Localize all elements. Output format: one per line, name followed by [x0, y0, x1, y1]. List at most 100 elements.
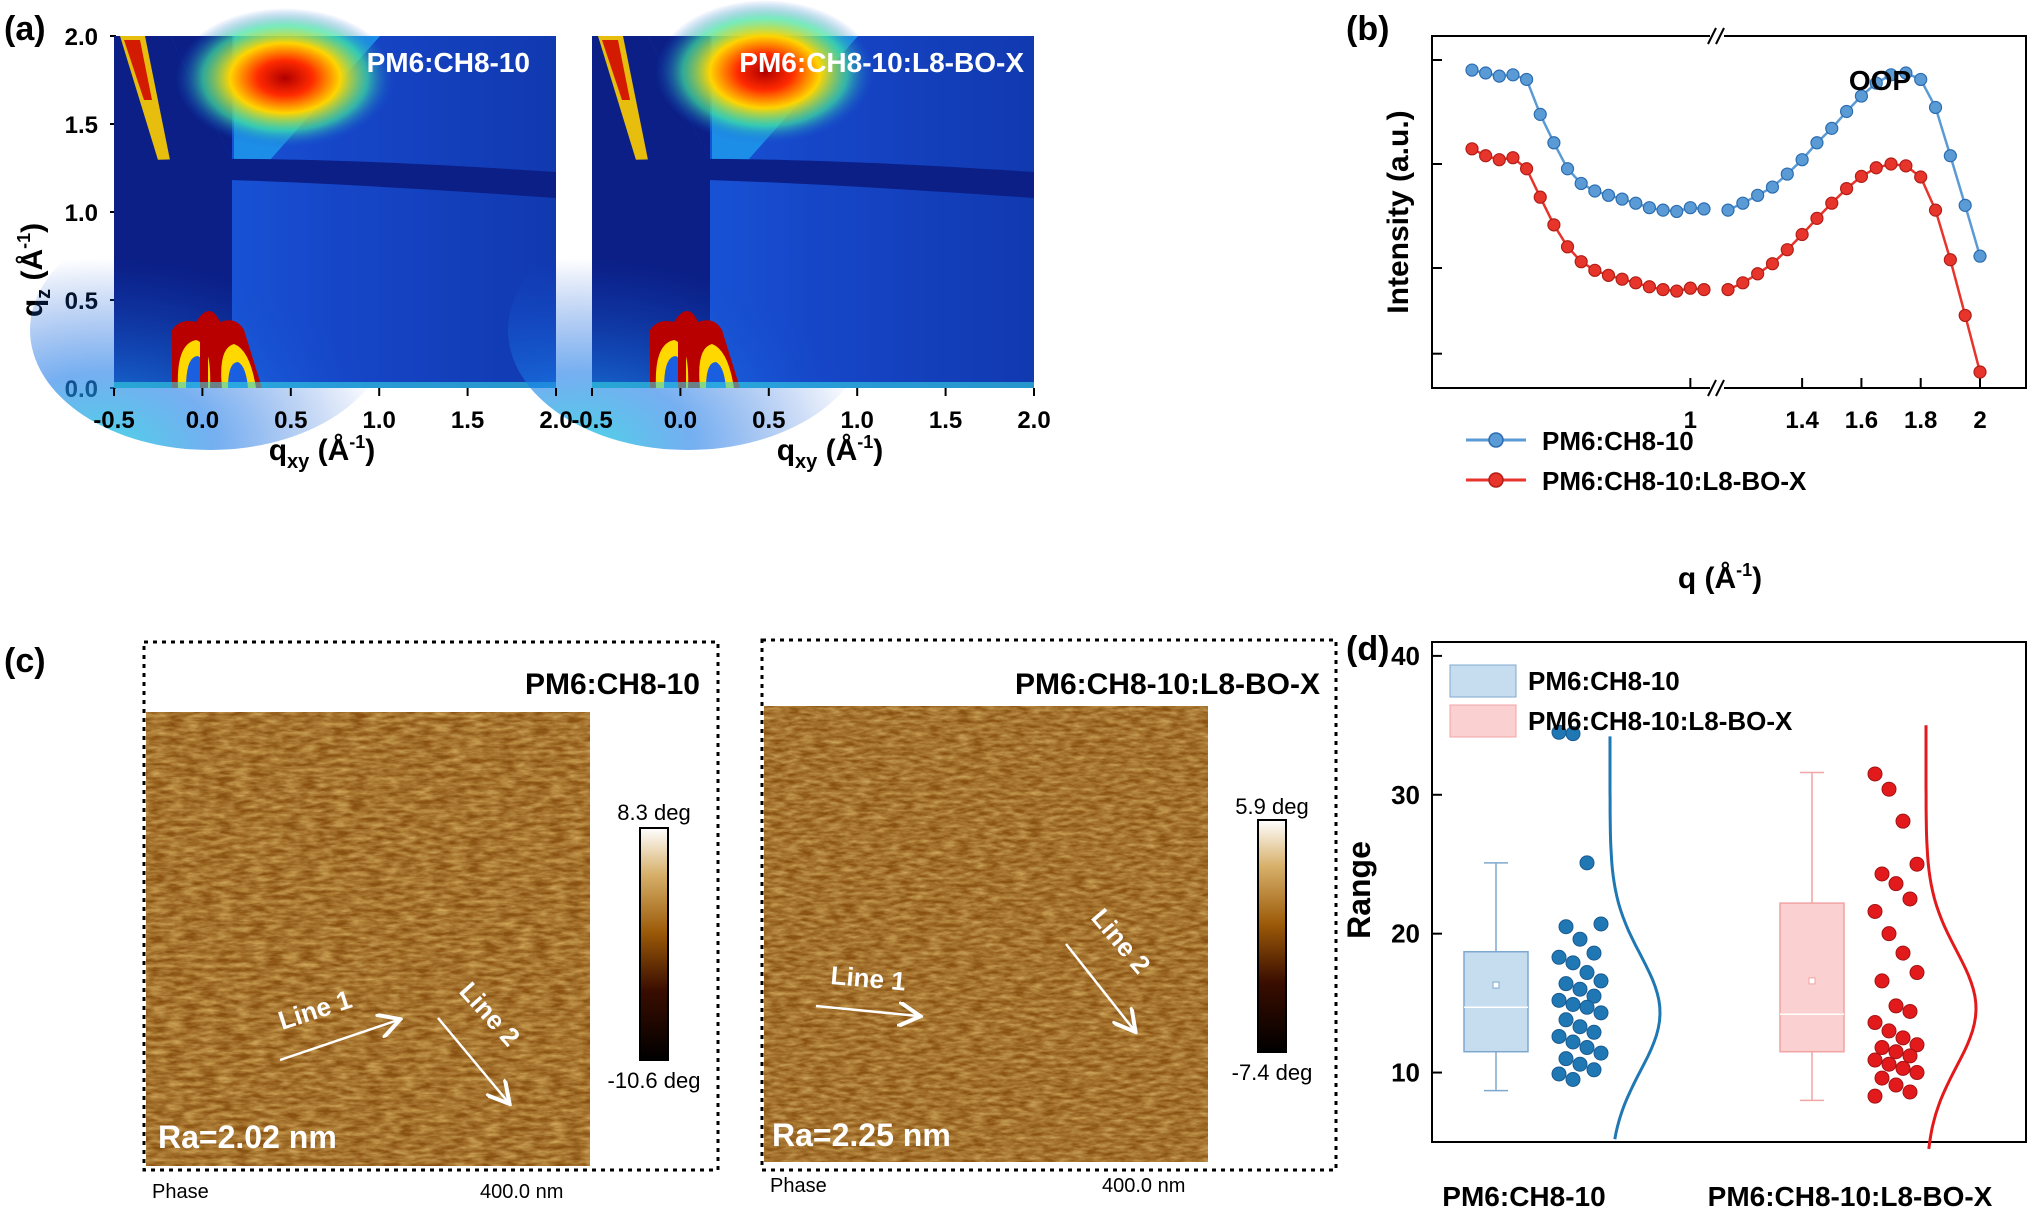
panel-b-series — [1465, 63, 1987, 379]
box-data-point — [1902, 1048, 1918, 1064]
box-data-point — [1881, 1056, 1897, 1072]
box-data-point — [1586, 1024, 1602, 1040]
series-point-1 — [1560, 162, 1575, 176]
series-point-2 — [1839, 182, 1854, 196]
box-data-point — [1586, 945, 1602, 961]
series-point-1 — [1721, 203, 1735, 217]
series-line-2 — [1727, 162, 1982, 373]
panel-a-x-tick-label: 0.0 — [664, 407, 697, 434]
afm-colorbar-2 — [1257, 819, 1287, 1053]
panel-b-annotation-oop: OOP — [1849, 65, 1911, 96]
series-point-2 — [1958, 308, 1972, 323]
series-point-2 — [1533, 190, 1547, 204]
series-point-1 — [1629, 196, 1643, 210]
box-mean — [1808, 977, 1816, 985]
series-point-1 — [1795, 153, 1809, 167]
panel-d-y-tick-label: 40 — [1391, 641, 1420, 671]
panel-a-x-tick-label: 0.5 — [752, 407, 785, 434]
giwaxs-image-pm6-ch8-10-l8-bo-x: PM6:CH8-10:L8-BO-X — [508, 0, 1034, 450]
panel-b-x-ticks: 1 1.4 1.6 1.8 2 — [1684, 378, 1987, 434]
series-point-2 — [1656, 282, 1670, 297]
afm-image-1 — [146, 712, 590, 1166]
series-point-2 — [1928, 203, 1943, 217]
axis-break — [1707, 27, 1725, 397]
box-data-point — [1572, 1019, 1588, 1035]
box-data-point — [1565, 997, 1581, 1012]
series-point-1 — [1810, 136, 1824, 150]
afm-ra-1: Ra=2.02 nm — [158, 1119, 337, 1155]
series-point-1 — [1519, 72, 1534, 87]
panel-d-boxplot: (d) 10 20 30 40 Range PM6:CH8-10 PM6:CH8-10… — [1341, 630, 2027, 1212]
giwaxs-image-pm6-ch8-10: PM6:CH8-10 — [30, 8, 556, 450]
box-data-point — [1593, 1045, 1609, 1061]
panel-b-x-tick-label: 1.8 — [1904, 407, 1937, 434]
box-data-point — [1888, 1044, 1904, 1060]
afm-title-2: PM6:CH8-10:L8-BO-X — [1015, 668, 1320, 701]
series-point-2 — [1780, 243, 1794, 257]
box-data-point — [1881, 926, 1897, 942]
panel-d-label: (d) — [1346, 630, 1389, 668]
box-data-point — [1551, 949, 1567, 965]
box-data-point — [1874, 1040, 1890, 1056]
panel-a-x-tick-label: 1.5 — [929, 407, 962, 434]
series-point-2 — [1574, 255, 1588, 269]
box-data-point — [1909, 856, 1925, 872]
panel-a-x-tick-label: 2.0 — [539, 407, 572, 434]
afm-image-2 — [764, 706, 1208, 1162]
box-data-point — [1867, 1088, 1883, 1104]
series-point-1 — [1601, 188, 1616, 202]
box-data-point — [1558, 976, 1574, 992]
box-data-point — [1551, 1028, 1567, 1044]
series-point-1 — [1683, 201, 1697, 215]
panel-a-x-tick-label: 0.0 — [186, 407, 219, 434]
series-point-1 — [1884, 68, 1898, 82]
box-data-point — [1565, 955, 1581, 971]
box-data-point — [1579, 855, 1595, 871]
panel-b-y-ticks — [1432, 59, 1442, 355]
box-data-point — [1895, 1060, 1911, 1076]
legend-b-1: PM6:CH8-10 — [1542, 426, 1694, 456]
box-data-point — [1593, 973, 1609, 989]
panel-d-category-2: PM6:CH8-10:L8-BO-X — [1708, 1181, 1993, 1212]
box-data-point — [1558, 919, 1574, 935]
box-data-point — [1902, 1003, 1918, 1019]
afm-cbar-min-1: -10.6 deg — [608, 1068, 701, 1093]
box-data-point — [1579, 965, 1595, 981]
box-data-point — [1895, 813, 1911, 829]
panel-b-x-tick-label: 2 — [1973, 407, 1986, 434]
panel-d-y-tick-label: 10 — [1391, 1058, 1420, 1088]
series-point-2 — [1869, 161, 1883, 175]
afm-title-1: PM6:CH8-10 — [525, 668, 700, 701]
panel-a-x-tick-label: 1.0 — [841, 407, 874, 434]
series-point-2 — [1721, 282, 1735, 297]
series-point-2 — [1899, 159, 1913, 173]
panel-a-x-ticks-2: -0.5 0.0 0.5 1.0 1.5 2.0 — [571, 388, 1051, 434]
panel-a-y-tick-label: 1.0 — [65, 200, 98, 227]
series-point-1 — [1642, 201, 1657, 215]
series-point-1 — [1943, 149, 1957, 163]
legend-b-2: PM6:CH8-10:L8-BO-X — [1542, 466, 1807, 496]
box-data-point — [1909, 965, 1925, 981]
panel-b-x-tick-label: 1.4 — [1785, 407, 1819, 434]
panel-a-xlabel-1: qxy (Å-1) — [269, 432, 376, 473]
panel-a-x-tick-label: 0.5 — [274, 407, 307, 434]
series-point-2 — [1547, 218, 1561, 232]
series-point-2 — [1825, 196, 1839, 210]
box-data-point — [1881, 781, 1897, 797]
series-point-2 — [1642, 280, 1657, 294]
series-point-2 — [1506, 151, 1520, 165]
series-point-1 — [1479, 66, 1493, 80]
box-data-point — [1867, 1015, 1883, 1031]
box-data-point — [1551, 992, 1567, 1008]
legend-d-1: PM6:CH8-10 — [1528, 666, 1680, 696]
panel-a-x-tick-label: 1.5 — [451, 407, 484, 434]
afm-arrow-line-2b — [1065, 943, 1134, 1030]
series-point-1 — [1899, 66, 1913, 80]
series-point-2 — [1854, 169, 1869, 183]
panel-b-legend: PM6:CH8-10 PM6:CH8-10:L8-BO-X — [1466, 426, 1807, 496]
box-data-point — [1593, 1005, 1609, 1021]
box-data-point — [1867, 1052, 1883, 1068]
afm-phase-1: Phase — [152, 1181, 209, 1203]
series-point-1 — [1670, 204, 1684, 219]
